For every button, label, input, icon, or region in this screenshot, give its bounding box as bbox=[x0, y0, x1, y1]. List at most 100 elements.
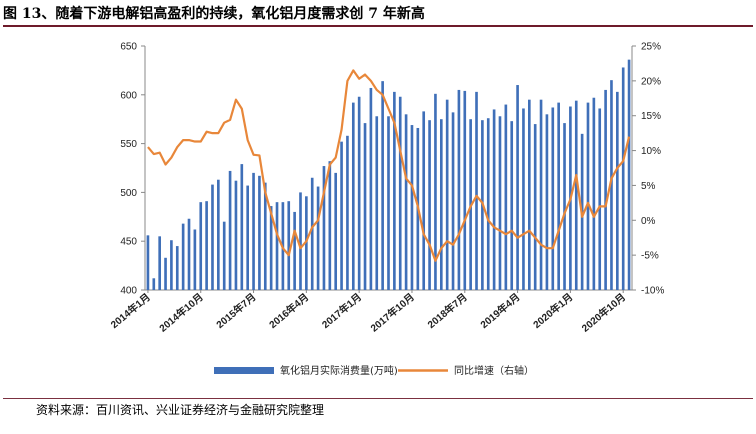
bar bbox=[211, 184, 214, 290]
bar bbox=[152, 278, 156, 290]
bar bbox=[146, 235, 150, 290]
left-tick-label: 650 bbox=[120, 42, 137, 53]
bar bbox=[199, 202, 203, 290]
bar bbox=[422, 111, 426, 290]
bar bbox=[492, 109, 496, 290]
bar bbox=[234, 180, 238, 290]
bar bbox=[164, 257, 167, 290]
bar bbox=[445, 99, 449, 291]
x-tick-label: 2018年7月 bbox=[425, 290, 470, 331]
bar bbox=[158, 236, 161, 290]
bar bbox=[434, 93, 437, 290]
left-tick-label: 550 bbox=[120, 139, 137, 150]
bar bbox=[516, 85, 519, 290]
x-tick-label: 2017年10月 bbox=[368, 290, 417, 334]
bar bbox=[258, 175, 261, 290]
right-tick-label: 25% bbox=[641, 42, 661, 53]
x-tick-label: 2017年1月 bbox=[319, 290, 364, 331]
yoy-growth-line bbox=[147, 69, 631, 262]
bar bbox=[486, 118, 490, 290]
bar bbox=[410, 125, 414, 290]
bar bbox=[263, 182, 267, 290]
bar bbox=[369, 87, 373, 290]
bar bbox=[363, 123, 367, 290]
bar bbox=[498, 116, 502, 291]
x-tick-label: 2019年4月 bbox=[478, 290, 523, 331]
bars-layer bbox=[146, 59, 631, 291]
bar bbox=[463, 90, 467, 291]
bar bbox=[586, 102, 590, 290]
legend-bar-label: 氧化铝月实际消费量(万吨) bbox=[280, 364, 398, 377]
bar bbox=[275, 202, 279, 290]
left-tick-label: 500 bbox=[120, 188, 137, 199]
bar bbox=[252, 172, 255, 290]
x-tick-label: 2016年4月 bbox=[266, 290, 311, 331]
bar bbox=[222, 221, 226, 290]
title-rule bbox=[3, 25, 753, 27]
bar bbox=[205, 201, 208, 290]
bar bbox=[393, 91, 396, 291]
bar bbox=[334, 172, 338, 290]
bar bbox=[398, 96, 402, 290]
bar bbox=[428, 120, 431, 291]
footer-rule bbox=[3, 398, 753, 399]
bar bbox=[387, 116, 390, 291]
bar bbox=[533, 124, 537, 290]
bar bbox=[328, 161, 332, 290]
bar bbox=[557, 102, 560, 290]
right-tick-label: 5% bbox=[641, 181, 656, 192]
bar bbox=[504, 104, 508, 290]
x-tick-label: 2020年1月 bbox=[530, 290, 575, 331]
bar bbox=[610, 80, 613, 290]
right-tick-label: -5% bbox=[641, 251, 659, 262]
bar bbox=[551, 107, 555, 291]
right-tick-label: -10% bbox=[641, 286, 664, 297]
bar bbox=[357, 96, 361, 290]
right-tick-label: 20% bbox=[641, 76, 661, 87]
bar bbox=[574, 100, 578, 290]
left-tick-label: 600 bbox=[120, 90, 137, 101]
x-tick-label: 2014年10月 bbox=[156, 290, 205, 334]
bar bbox=[175, 246, 179, 290]
bar bbox=[246, 185, 249, 290]
bar bbox=[293, 211, 296, 290]
bar bbox=[316, 186, 320, 290]
bar bbox=[545, 114, 549, 290]
bar bbox=[457, 89, 461, 290]
right-tick-label: 15% bbox=[641, 111, 661, 122]
bar bbox=[539, 99, 543, 291]
bar bbox=[322, 166, 326, 290]
legend-layer: 氧化铝月实际消费量(万吨) 同比增速（右轴） bbox=[214, 364, 534, 377]
bar bbox=[375, 116, 379, 291]
bar bbox=[351, 102, 355, 290]
figure-title: 图 13、随着下游电解铝高盈利的持续，氧化铝月度需求创 7 年新高 bbox=[3, 6, 425, 22]
bar bbox=[451, 112, 455, 291]
legend-bar-swatch bbox=[214, 367, 274, 374]
bar bbox=[269, 206, 273, 290]
bar bbox=[510, 121, 514, 291]
bar bbox=[287, 201, 291, 290]
bar bbox=[240, 164, 244, 290]
bar bbox=[439, 119, 443, 290]
bar bbox=[598, 108, 602, 291]
bar bbox=[299, 192, 302, 290]
bar bbox=[381, 81, 384, 290]
bar bbox=[310, 177, 314, 290]
bar bbox=[522, 108, 525, 291]
bar bbox=[563, 123, 566, 290]
x-tick-label: 2020年10月 bbox=[579, 290, 628, 334]
bar bbox=[193, 229, 197, 290]
bar bbox=[346, 135, 349, 290]
bar bbox=[305, 196, 308, 290]
bar bbox=[592, 97, 596, 290]
bar bbox=[616, 91, 619, 291]
bar bbox=[528, 99, 531, 291]
bar bbox=[217, 179, 220, 290]
bar bbox=[604, 89, 607, 290]
bar bbox=[187, 218, 191, 290]
bar bbox=[340, 141, 343, 290]
bar bbox=[228, 170, 232, 290]
left-tick-label: 400 bbox=[120, 286, 137, 297]
bar bbox=[404, 114, 408, 290]
